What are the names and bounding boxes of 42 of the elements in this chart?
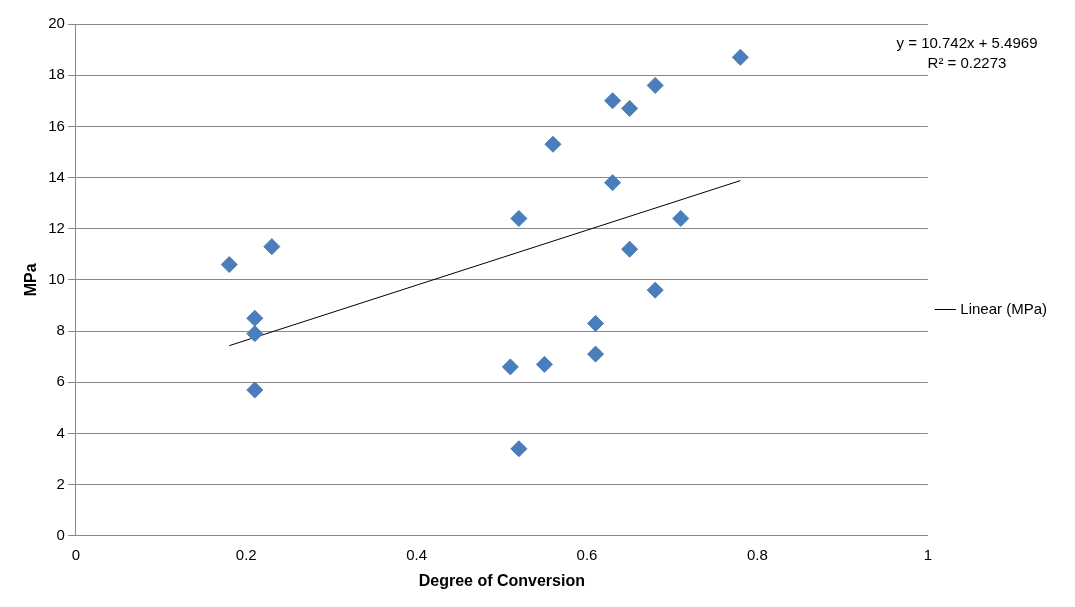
point bbox=[246, 381, 264, 399]
x-tick-label: 0.8 bbox=[746, 545, 768, 563]
point bbox=[246, 309, 264, 327]
point bbox=[510, 209, 528, 227]
point bbox=[646, 281, 664, 299]
y-tick-label: 2 bbox=[56, 474, 65, 492]
y-tick-label: 8 bbox=[56, 321, 65, 339]
y-tick-label: 14 bbox=[48, 167, 65, 185]
point bbox=[220, 256, 238, 274]
annotation: y = 10.742x + 5.4969 bbox=[896, 34, 1038, 51]
y-axis-title: MPa bbox=[22, 263, 40, 297]
point bbox=[672, 209, 690, 227]
x-tick-label: 0.4 bbox=[406, 545, 428, 563]
point bbox=[604, 92, 622, 110]
y-tick-label: 6 bbox=[56, 372, 65, 390]
point bbox=[621, 99, 639, 117]
point bbox=[544, 135, 562, 153]
y-tick-label: 18 bbox=[48, 65, 65, 83]
x-tick-label: 1 bbox=[923, 545, 932, 563]
y-tick-label: 0 bbox=[56, 525, 65, 543]
y-tick-label: 4 bbox=[56, 423, 65, 441]
annotation: R² = 0.2273 bbox=[927, 54, 1007, 71]
point bbox=[246, 325, 264, 343]
y-tick-label: 20 bbox=[48, 14, 65, 32]
x-tick-label: 0.6 bbox=[576, 545, 598, 563]
point bbox=[535, 355, 553, 373]
y-tick-label: 16 bbox=[48, 116, 65, 134]
point bbox=[646, 76, 664, 94]
x-axis-title: Degree of Conversion bbox=[418, 571, 585, 589]
x-tick-label: 0.2 bbox=[235, 545, 257, 563]
point bbox=[604, 174, 622, 192]
point bbox=[621, 240, 639, 258]
point bbox=[501, 358, 519, 376]
point bbox=[587, 345, 605, 363]
point bbox=[263, 238, 281, 256]
point bbox=[587, 314, 605, 332]
point bbox=[731, 48, 749, 66]
y-tick-label: 10 bbox=[48, 270, 65, 288]
y-tick-label: 12 bbox=[48, 218, 65, 236]
legend-label: Linear (MPa) bbox=[960, 299, 1048, 317]
point bbox=[510, 440, 528, 458]
x-tick-label: 0 bbox=[71, 545, 81, 563]
